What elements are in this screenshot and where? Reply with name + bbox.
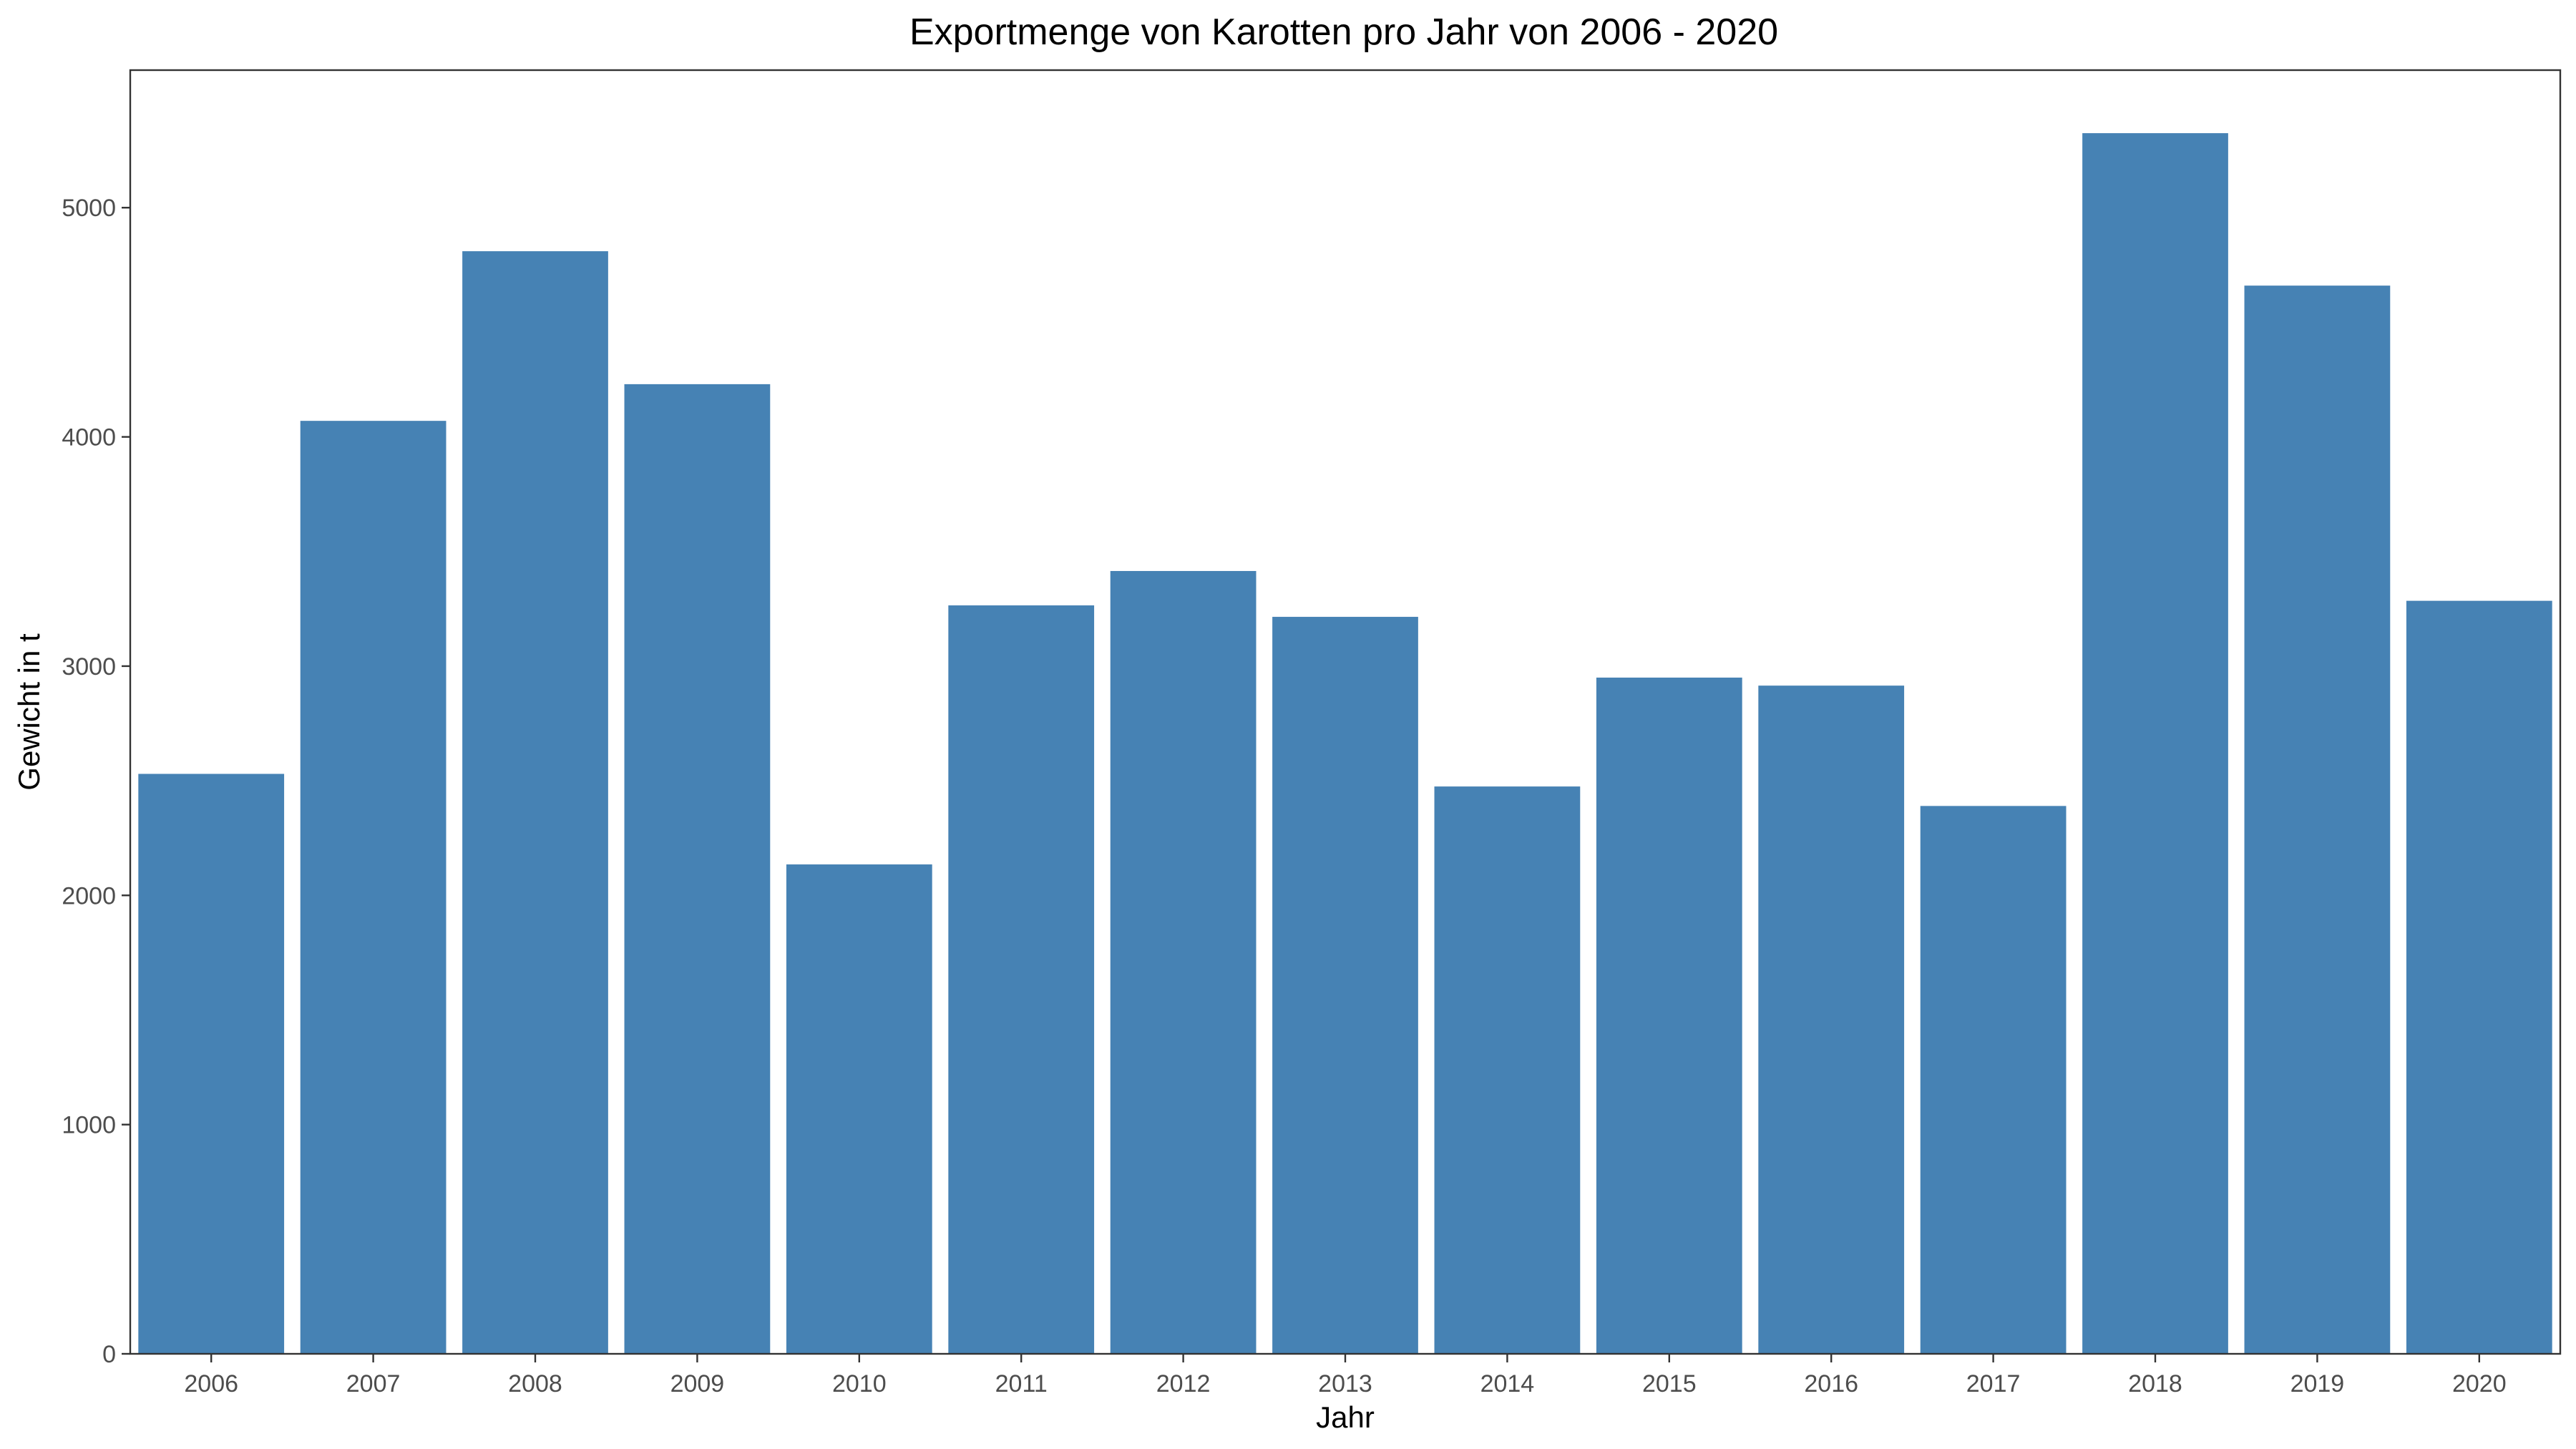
x-tick-label: 2019 (2290, 1370, 2345, 1397)
bar-2018 (2082, 133, 2228, 1355)
bar-2020 (2406, 600, 2552, 1354)
bar-2013 (1272, 617, 1418, 1354)
y-axis-title: Gewicht in t (12, 633, 46, 791)
y-tick-label: 2000 (62, 882, 116, 909)
y-tick-label: 0 (102, 1341, 116, 1368)
bar-2015 (1596, 677, 1742, 1354)
bar-2016 (1758, 686, 1905, 1354)
chart-title: Exportmenge von Karotten pro Jahr von 20… (909, 11, 1778, 53)
bar-2008 (462, 251, 608, 1355)
x-tick-label: 2010 (832, 1370, 887, 1397)
x-tick-label: 2020 (2452, 1370, 2507, 1397)
x-tick-label: 2006 (184, 1370, 238, 1397)
bar-2017 (1920, 806, 2067, 1354)
bar-2006 (138, 774, 285, 1354)
x-axis: 2006 2007 2008 2009 2010 2011 2012 2013 2014 2015… (184, 1354, 2507, 1397)
x-tick-label: 2017 (1966, 1370, 2021, 1397)
y-tick-label: 1000 (62, 1112, 116, 1139)
bar-2011 (948, 605, 1095, 1354)
y-tick-label: 3000 (62, 653, 116, 680)
x-tick-label: 2009 (670, 1370, 725, 1397)
bar-2019 (2244, 286, 2391, 1354)
x-tick-label: 2015 (1642, 1370, 1697, 1397)
bar-2012 (1110, 570, 1257, 1354)
y-axis: 0 1000 2000 3000 4000 5000 (62, 195, 130, 1368)
bar-2009 (624, 384, 771, 1354)
x-tick-label: 2016 (1804, 1370, 1858, 1397)
y-tick-label: 4000 (62, 424, 116, 452)
x-tick-label: 2013 (1318, 1370, 1372, 1397)
x-tick-label: 2018 (2128, 1370, 2182, 1397)
x-axis-title: Jahr (1316, 1400, 1375, 1434)
bars-group (138, 133, 2552, 1355)
x-tick-label: 2011 (995, 1370, 1048, 1397)
bar-2014 (1434, 786, 1581, 1354)
y-tick-label: 5000 (62, 195, 116, 222)
x-tick-label: 2008 (508, 1370, 562, 1397)
x-tick-label: 2007 (346, 1370, 401, 1397)
x-tick-label: 2012 (1156, 1370, 1211, 1397)
x-tick-label: 2014 (1480, 1370, 1535, 1397)
bar-2007 (300, 421, 447, 1354)
bar-2010 (786, 864, 932, 1354)
